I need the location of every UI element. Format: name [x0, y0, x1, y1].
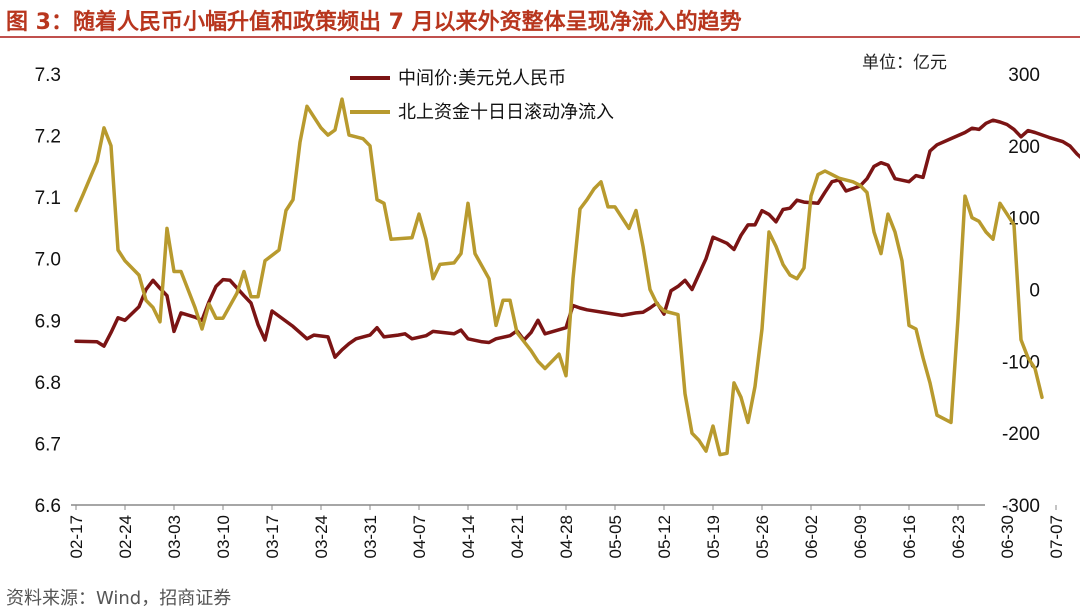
y-left-tick-label: 6.9: [35, 311, 61, 332]
y-left-tick-label: 6.8: [35, 373, 61, 394]
x-tick-label: 06-23: [949, 515, 968, 558]
y-right-tick-label: 200: [1008, 137, 1040, 158]
x-tick-label: 02-17: [67, 515, 86, 558]
y-left-tick-label: 7.0: [35, 250, 61, 271]
x-tick-label: 03-24: [312, 515, 331, 558]
x-tick-label: 02-24: [116, 515, 135, 558]
chart-lines: [74, 97, 1080, 457]
chart-axes: 6.6 6.7 6.8 6.9 7.0 7.1 7.2 7.3 -300 -200 -100 0 100…: [35, 65, 1066, 558]
x-tick-label: 05-12: [655, 515, 674, 558]
x-tick-label: 03-17: [263, 515, 282, 558]
x-tick-label: 07-07: [1047, 515, 1066, 558]
y-right-tick-label: -200: [1002, 424, 1040, 445]
y-left-tick-label: 6.7: [35, 434, 61, 455]
legend-label-northbound: 北上资金十日日滚动净流入: [398, 102, 614, 123]
x-tick-label: 05-19: [704, 515, 723, 558]
x-tick-label: 03-31: [361, 515, 380, 558]
y-right-tick-label: -100: [1002, 352, 1040, 373]
chart-legend: 中间价:美元兑人民币 北上资金十日日滚动净流入: [350, 68, 614, 123]
y-left-tick-label: 7.1: [35, 188, 61, 209]
x-tick-label: 05-26: [753, 515, 772, 558]
x-tick-label: 06-09: [851, 515, 870, 558]
x-tick-label: 03-03: [165, 515, 184, 558]
x-tick-label: 06-16: [900, 515, 919, 558]
figure-title: 图 3：随着人民币小幅升值和政策频出 7 月以来外资整体呈现净流入的趋势: [6, 10, 742, 35]
x-tick-label: 06-02: [802, 515, 821, 558]
x-tick-label: 04-21: [508, 515, 527, 558]
series-line-northbound: [74, 97, 1044, 457]
y-right-tick-label: 100: [1008, 209, 1040, 230]
x-tick-label: 05-05: [606, 515, 625, 558]
y-right-tick-label: 300: [1008, 65, 1040, 86]
y-left-tick-label: 7.2: [35, 127, 61, 148]
x-tick-label: 04-28: [557, 515, 576, 558]
title-divider: [0, 36, 1080, 38]
source-note: 资料来源：Wind，招商证券: [6, 588, 232, 609]
y-right-tick-label: -300: [1002, 496, 1040, 517]
x-tick-label: 06-30: [998, 515, 1017, 558]
legend-label-cny: 中间价:美元兑人民币: [398, 68, 566, 89]
unit-label: 单位：亿元: [862, 53, 947, 73]
x-tick-label: 03-10: [214, 515, 233, 558]
y-left-tick-label: 6.6: [35, 496, 61, 517]
y-right-tick-label: 0: [1029, 281, 1040, 302]
y-left-tick-label: 7.3: [35, 65, 61, 86]
x-tick-label: 04-14: [459, 515, 478, 558]
x-tick-label: 04-07: [410, 515, 429, 558]
